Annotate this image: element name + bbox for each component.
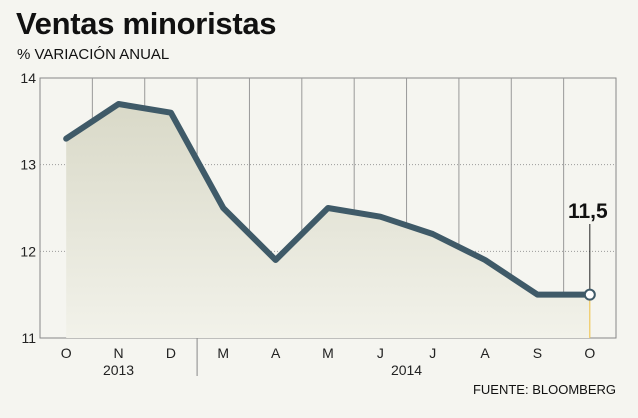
x-tick-label: A	[480, 345, 490, 361]
y-tick-label: 13	[20, 157, 36, 173]
annotation-label: 11,5	[568, 200, 608, 223]
x-tick-label: M	[322, 345, 334, 361]
chart-subtitle: % VARIACIÓN ANUAL	[17, 46, 170, 63]
data-point-annotated	[583, 288, 596, 301]
x-tick-label: N	[113, 345, 123, 361]
chart-title: Ventas minoristas	[16, 6, 277, 41]
x-tick-label: J	[377, 345, 384, 361]
y-tick-label: 12	[20, 243, 36, 259]
x-tick-label: M	[217, 345, 229, 361]
y-tick-label: 14	[20, 70, 36, 86]
source-note: FUENTE: BLOOMBERG	[472, 382, 616, 397]
x-tick-label: O	[61, 345, 72, 361]
y-tick-label: 11	[21, 330, 36, 346]
x-tick-label: D	[166, 345, 176, 361]
x-tick-label: S	[533, 345, 542, 361]
year-label: 2013	[103, 362, 134, 378]
x-tick-label: J	[429, 345, 436, 361]
x-tick-label: A	[271, 345, 281, 361]
year-label: 2014	[391, 362, 422, 378]
x-tick-label: O	[584, 345, 595, 361]
